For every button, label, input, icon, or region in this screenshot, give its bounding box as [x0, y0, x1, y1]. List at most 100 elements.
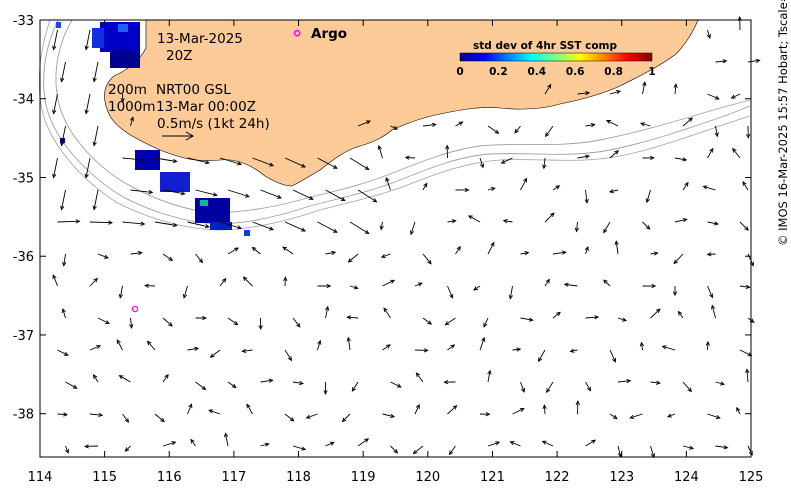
- current-vector-head: [224, 432, 229, 438]
- depth-1000-label: 1000m: [108, 99, 156, 115]
- current-vector: [306, 413, 318, 419]
- current-vector: [552, 185, 560, 191]
- current-vector: [673, 253, 684, 264]
- current-vector: [85, 29, 91, 50]
- x-tick-label: 123: [609, 470, 634, 485]
- current-vector: [609, 150, 619, 159]
- current-vector: [479, 157, 484, 168]
- current-vector-head: [60, 77, 65, 83]
- x-tick-label: 120: [415, 470, 440, 485]
- current-vector-head: [415, 403, 420, 409]
- current-vector-head: [542, 404, 547, 410]
- current-vector-head: [467, 215, 473, 220]
- current-vector: [739, 349, 752, 357]
- current-vector: [615, 241, 619, 255]
- current-vector-head: [377, 144, 382, 150]
- current-vector: [252, 157, 274, 167]
- current-vector: [715, 125, 718, 137]
- current-vector: [707, 29, 711, 39]
- current-vector-head: [283, 276, 288, 282]
- current-vector: [347, 316, 359, 319]
- current-vector: [53, 93, 58, 114]
- current-vector: [682, 445, 694, 449]
- current-vector: [292, 189, 314, 200]
- scale-label: 0.5m/s (1kt 24h): [157, 116, 270, 132]
- current-vector-head: [148, 189, 154, 195]
- current-vector: [483, 317, 489, 327]
- current-vector-head: [129, 116, 135, 122]
- current-vector-head: [608, 189, 614, 194]
- current-vector: [284, 413, 295, 422]
- current-vector-head: [451, 219, 457, 224]
- current-vector: [227, 317, 238, 326]
- current-vector-head: [296, 322, 301, 328]
- argo-legend-marker: [293, 29, 301, 37]
- scale-arrow: [162, 131, 195, 141]
- current-vector-head: [689, 445, 695, 450]
- current-vector-head: [584, 198, 589, 204]
- current-vector-head: [443, 379, 449, 385]
- current-vector: [650, 252, 658, 255]
- current-vector-head: [736, 406, 741, 412]
- current-vector: [317, 340, 321, 351]
- current-vector-head: [732, 147, 737, 153]
- current-vector: [746, 369, 749, 383]
- y-tick-label: -35: [13, 171, 34, 186]
- current-vector-head: [366, 120, 371, 125]
- current-vector-head: [221, 277, 227, 283]
- current-vector-head: [268, 378, 274, 383]
- current-vector: [382, 344, 391, 351]
- current-vector: [380, 221, 383, 230]
- current-vector: [514, 125, 521, 134]
- current-vector-head: [96, 345, 102, 350]
- current-vector-head: [92, 77, 97, 83]
- current-vector-head: [237, 225, 243, 230]
- current-vector-head: [490, 186, 496, 192]
- current-vector-head: [234, 247, 239, 252]
- current-vector: [357, 189, 377, 203]
- current-vector: [731, 93, 741, 99]
- current-vector: [512, 348, 521, 351]
- current-vector-head: [301, 227, 307, 232]
- current-vector: [93, 61, 99, 82]
- current-vector: [357, 120, 371, 127]
- current-vector: [543, 405, 546, 415]
- current-vector-head: [651, 283, 657, 289]
- current-vector-head: [519, 408, 525, 412]
- current-vector: [317, 221, 338, 233]
- current-vector-head: [332, 228, 338, 233]
- current-vector: [617, 317, 627, 321]
- current-vector: [739, 285, 750, 288]
- current-vector-head: [546, 388, 551, 394]
- current-vector-head: [715, 414, 721, 420]
- current-vector: [130, 189, 153, 193]
- current-vector-head: [487, 369, 492, 375]
- current-vector: [187, 347, 199, 351]
- current-vector: [606, 120, 619, 127]
- current-vector: [284, 349, 292, 361]
- current-vector-head: [104, 254, 110, 259]
- current-vector: [292, 317, 301, 328]
- current-vector-head: [516, 347, 522, 352]
- current-vector: [674, 218, 687, 223]
- current-vector: [65, 381, 77, 389]
- current-vector-head: [508, 294, 513, 300]
- current-vector: [585, 316, 599, 319]
- current-vector: [585, 439, 596, 447]
- x-tick-label: 124: [674, 470, 699, 485]
- current-vector-head: [547, 83, 552, 89]
- current-vector-head: [594, 315, 600, 320]
- current-vector-head: [684, 181, 689, 187]
- current-vector-head: [622, 317, 628, 322]
- current-vector-head: [514, 128, 519, 134]
- current-vector-head: [452, 405, 458, 410]
- current-vector-head: [347, 258, 353, 263]
- current-vector-head: [722, 59, 728, 64]
- colorbar-tick-label: 0: [456, 66, 463, 78]
- current-vector-head: [748, 450, 753, 456]
- current-vector-head: [287, 356, 293, 362]
- current-vector-head: [745, 284, 751, 289]
- current-vector-head: [639, 122, 645, 127]
- current-vector-head: [364, 165, 370, 171]
- current-vector: [57, 413, 68, 416]
